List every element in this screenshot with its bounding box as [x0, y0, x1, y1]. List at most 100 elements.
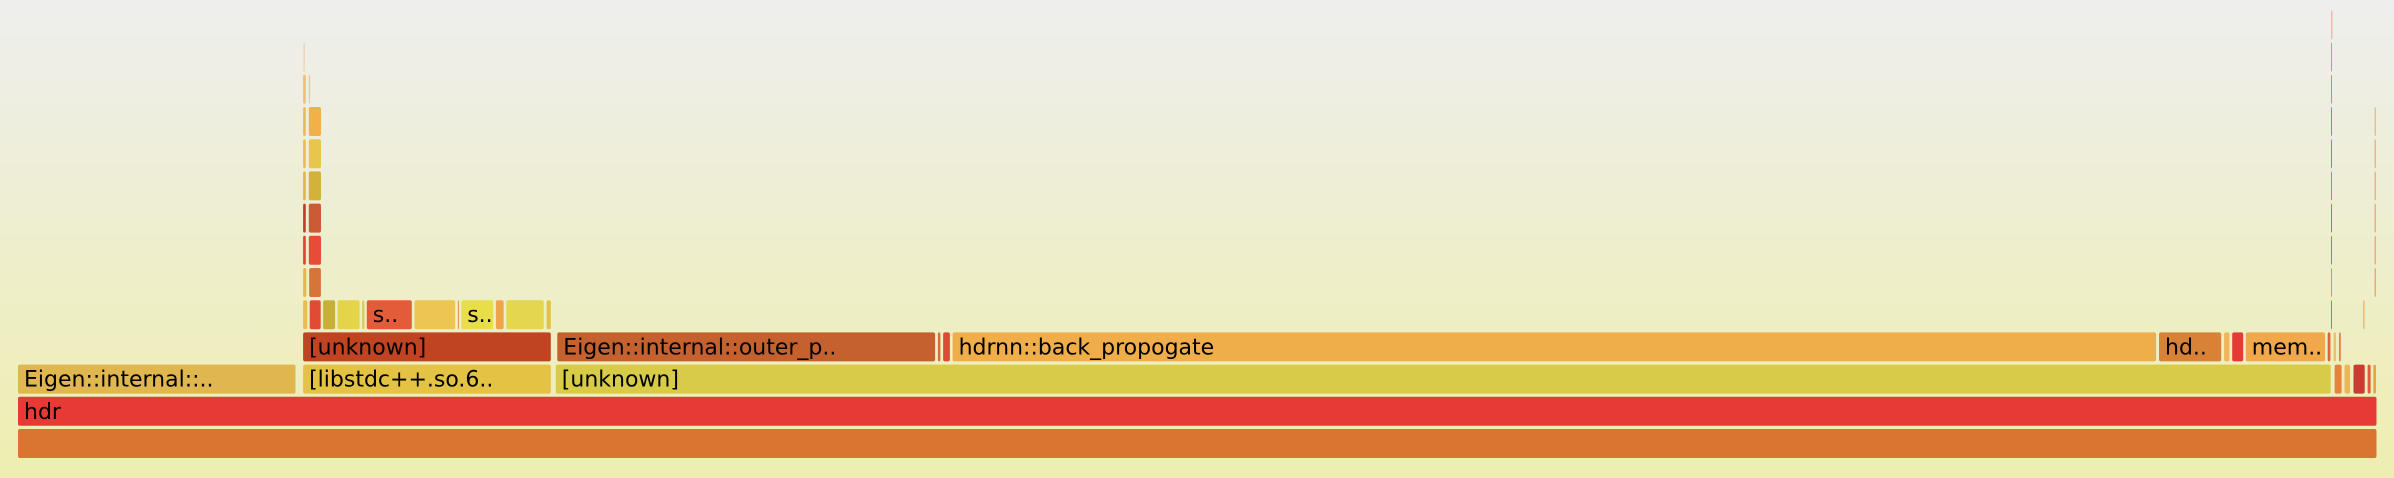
flame-frame[interactable]	[2331, 300, 2332, 330]
flame-frame[interactable]: hd..	[2159, 332, 2222, 362]
flame-frame-bar[interactable]	[546, 300, 551, 330]
flame-frame-bar[interactable]	[414, 300, 456, 330]
flame-frame[interactable]	[308, 171, 321, 201]
flame-frame[interactable]	[2374, 139, 2376, 169]
flame-frame[interactable]	[495, 300, 504, 330]
flame-frame-bar[interactable]	[2331, 42, 2332, 72]
flame-frame[interactable]	[506, 300, 544, 330]
flame-frame-bar[interactable]	[2367, 364, 2371, 394]
flame-frame-bar[interactable]	[308, 171, 321, 201]
flame-frame[interactable]: s..	[366, 300, 412, 330]
flame-frame-bar[interactable]	[557, 332, 936, 362]
flame-frame[interactable]	[2367, 364, 2371, 394]
flame-frame[interactable]	[362, 300, 365, 330]
flame-frame[interactable]	[2331, 268, 2332, 297]
flame-frame[interactable]	[2374, 235, 2376, 265]
flame-frame[interactable]	[2327, 332, 2331, 362]
flame-frame-bar[interactable]	[303, 300, 308, 330]
flame-frame-bar[interactable]	[2374, 107, 2376, 136]
flame-frame[interactable]	[2331, 10, 2333, 40]
flame-frame-bar[interactable]	[2232, 332, 2244, 362]
flame-frame-bar[interactable]	[2373, 364, 2376, 394]
flame-frame-bar[interactable]	[303, 107, 306, 136]
flame-frame[interactable]	[18, 429, 2377, 458]
flame-frame-bar[interactable]	[337, 300, 360, 330]
flame-frame-bar[interactable]	[2331, 268, 2332, 297]
flame-frame-bar[interactable]	[461, 300, 494, 330]
flame-frame[interactable]	[308, 235, 321, 265]
flame-frame[interactable]	[937, 332, 941, 362]
flame-frame[interactable]: Eigen::internal::outer_p..	[557, 332, 936, 362]
flame-frame-bar[interactable]	[2363, 300, 2365, 330]
flame-frame[interactable]	[309, 268, 321, 297]
flame-frame-bar[interactable]	[2245, 332, 2325, 362]
flame-frame[interactable]	[2331, 42, 2332, 72]
flame-frame[interactable]	[457, 300, 459, 330]
flame-frame[interactable]	[2374, 107, 2376, 136]
flame-frame[interactable]	[2331, 203, 2332, 233]
flame-frame[interactable]	[2333, 332, 2336, 362]
flame-frame[interactable]	[2331, 107, 2332, 136]
flame-frame-bar[interactable]	[308, 107, 321, 136]
flame-frame-bar[interactable]	[308, 203, 321, 233]
flame-frame[interactable]	[2374, 171, 2376, 201]
flame-frame-bar[interactable]	[2331, 235, 2332, 265]
flame-frame[interactable]	[414, 300, 456, 330]
flame-frame-bar[interactable]	[937, 332, 941, 362]
flame-frame[interactable]	[2374, 268, 2376, 297]
flame-frame-bar[interactable]	[2331, 74, 2332, 104]
flame-frame[interactable]	[309, 300, 321, 330]
flame-frame-bar[interactable]	[366, 300, 412, 330]
flame-frame[interactable]	[303, 235, 306, 265]
flame-frame[interactable]	[323, 300, 336, 330]
flame-frame[interactable]: [libstdc++.so.6..	[303, 364, 551, 394]
flame-frame-bar[interactable]	[18, 429, 2377, 458]
flame-frame-bar[interactable]	[303, 364, 551, 394]
flame-frame-bar[interactable]	[2353, 364, 2365, 394]
flame-frame[interactable]	[308, 74, 311, 104]
flame-frame[interactable]	[2232, 332, 2244, 362]
flame-frame-bar[interactable]	[2374, 171, 2376, 201]
flame-frame-bar[interactable]	[495, 300, 504, 330]
flame-frame[interactable]	[303, 107, 306, 136]
flame-frame[interactable]: hdrnn::back_propogate	[952, 332, 2157, 362]
flame-frame[interactable]	[2353, 364, 2365, 394]
flame-frame[interactable]	[308, 139, 321, 169]
flame-frame-bar[interactable]	[2374, 268, 2376, 297]
flame-frame[interactable]: s..	[461, 300, 494, 330]
flame-frame[interactable]	[303, 42, 305, 72]
flame-frame-bar[interactable]	[943, 332, 950, 362]
flame-frame[interactable]	[943, 332, 950, 362]
flame-frame[interactable]	[303, 203, 306, 233]
flame-frame[interactable]	[2363, 300, 2365, 330]
flame-frame-bar[interactable]	[2374, 235, 2376, 265]
flame-frame-bar[interactable]	[2159, 332, 2222, 362]
flame-frame[interactable]: hdr	[18, 396, 2377, 426]
flame-frame-bar[interactable]	[2331, 300, 2332, 330]
flame-frame[interactable]	[2224, 332, 2230, 362]
flame-frame-bar[interactable]	[303, 235, 306, 265]
flame-frame-bar[interactable]	[2331, 139, 2332, 169]
flame-frame[interactable]	[308, 203, 321, 233]
flame-frame[interactable]	[303, 139, 306, 169]
flame-frame-bar[interactable]	[2374, 203, 2376, 233]
flame-frame[interactable]	[2373, 364, 2376, 394]
flame-frame[interactable]	[2334, 364, 2342, 394]
flame-frame-bar[interactable]	[2327, 332, 2331, 362]
flame-frame[interactable]	[546, 300, 551, 330]
flame-frame[interactable]	[337, 300, 360, 330]
flame-frame[interactable]	[308, 107, 321, 136]
flame-frame-bar[interactable]	[555, 364, 2331, 394]
flame-frame[interactable]	[303, 300, 308, 330]
flame-frame-bar[interactable]	[303, 42, 305, 72]
flame-frame-bar[interactable]	[2374, 139, 2376, 169]
flame-frame[interactable]	[303, 171, 306, 201]
flame-frame-bar[interactable]	[506, 300, 544, 330]
flame-frame-bar[interactable]	[308, 235, 321, 265]
flame-frame[interactable]: [unknown]	[303, 332, 551, 362]
flame-frame-bar[interactable]	[2344, 364, 2351, 394]
flame-frame[interactable]	[2331, 139, 2332, 169]
flame-frame-bar[interactable]	[2224, 332, 2230, 362]
flame-frame[interactable]	[2331, 74, 2332, 104]
flame-frame-bar[interactable]	[457, 300, 459, 330]
